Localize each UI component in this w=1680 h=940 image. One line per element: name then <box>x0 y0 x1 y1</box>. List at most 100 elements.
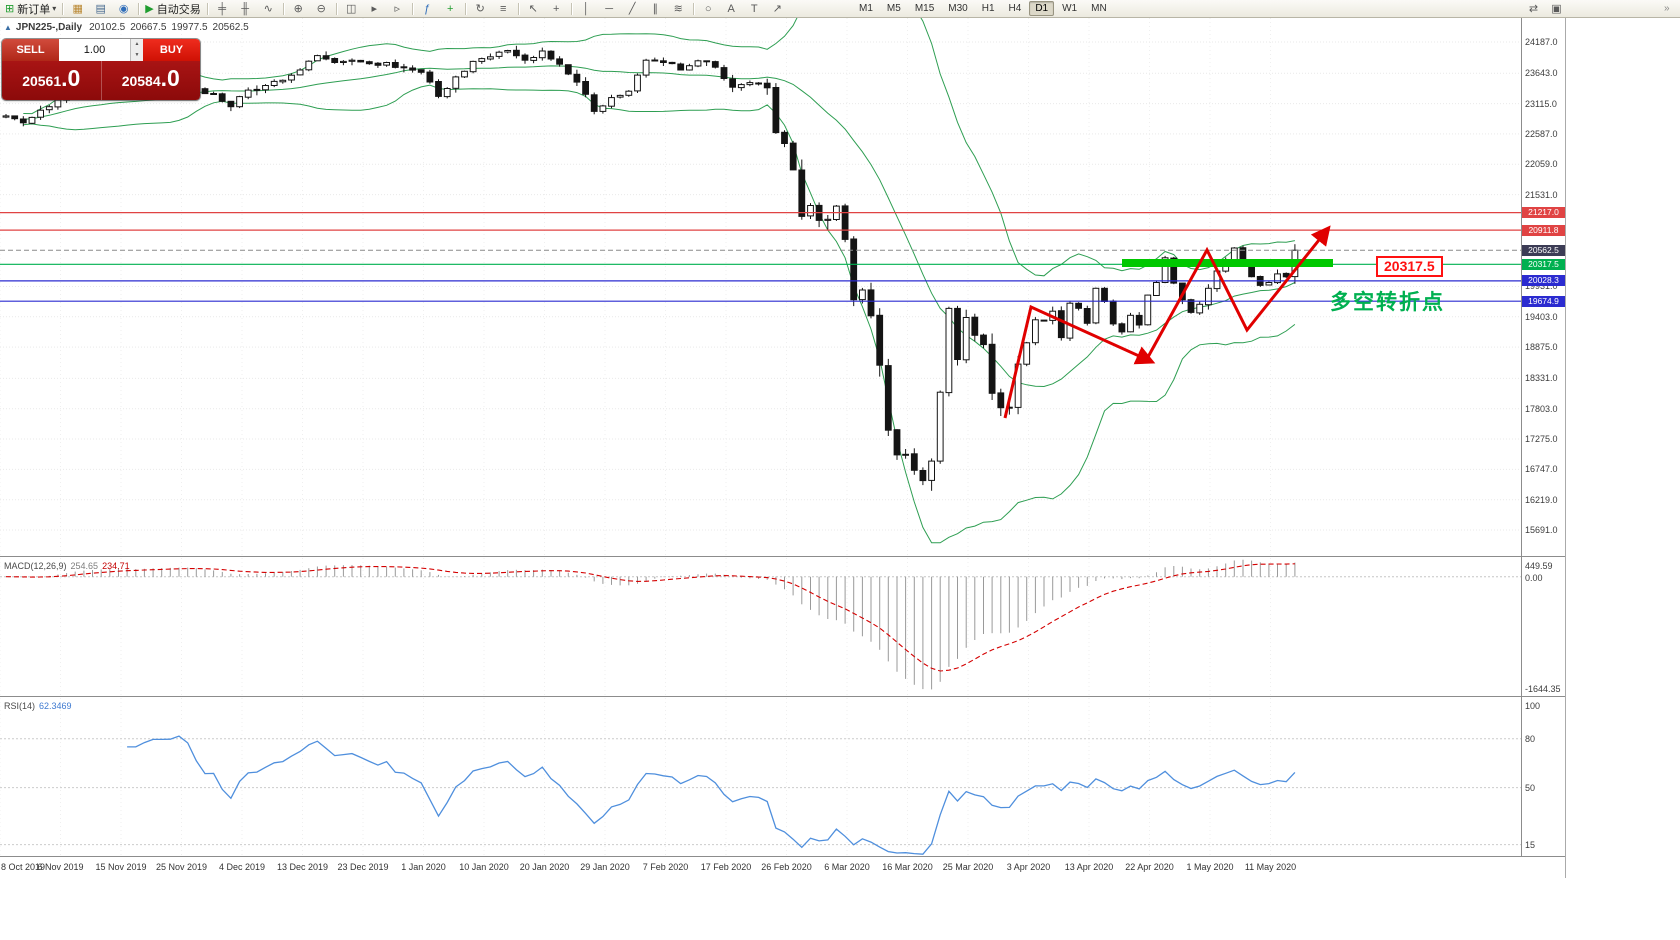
volume-input[interactable]: 1.00 ▲ ▼ <box>59 39 143 61</box>
hline-price-tag[interactable]: 20911.8 <box>1522 224 1565 236</box>
volume-up-button[interactable]: ▲ <box>131 39 143 50</box>
price-tick-label: 22587.0 <box>1525 128 1558 139</box>
price-axis[interactable]: 24187.0 23643.0 23115.0 22587.0 22059.0 21531… <box>1522 18 1566 856</box>
timeframe-mn[interactable]: MN <box>1091 3 1107 14</box>
candles <box>2 45 1299 491</box>
panel-separator <box>0 856 1566 857</box>
zoom-in-icon[interactable]: ⊕ <box>293 3 303 15</box>
date-label: 23 Dec 2019 <box>337 862 389 872</box>
add-indicator-icon[interactable]: + <box>446 2 454 15</box>
price-tick-label: 17275.0 <box>1525 434 1558 445</box>
tile-windows-icon[interactable]: ◫ <box>346 3 357 15</box>
chart-window-icon[interactable]: ▦ <box>72 3 83 15</box>
date-label: 4 Dec 2019 <box>218 862 266 872</box>
bar-chart-icon[interactable]: ╪ <box>218 2 227 15</box>
date-label: 6 Mar 2020 <box>824 862 870 872</box>
text-icon[interactable]: A <box>727 2 735 15</box>
price-chart[interactable] <box>0 18 1521 556</box>
date-label: 10 Jan 2020 <box>459 862 509 872</box>
symbol-label: JPN225-,Daily <box>15 22 83 33</box>
price-tick-label: 18331.0 <box>1525 373 1558 384</box>
timeframe-m1[interactable]: M1 <box>859 3 873 14</box>
toolbar-separator <box>411 2 413 15</box>
bid-price-tag[interactable]: 20562.5 <box>1522 244 1565 256</box>
price-tick-label: 19931.0 <box>1525 281 1558 292</box>
channel-icon[interactable]: ∥ <box>652 3 658 15</box>
timeframe-d1[interactable]: D1 <box>1029 1 1055 16</box>
toolbar-overflow-icon[interactable]: » <box>1664 3 1670 14</box>
rsi-level-label: 80 <box>1525 733 1536 744</box>
rsi-panel[interactable] <box>0 698 1521 856</box>
date-label: 15 Nov 2019 <box>95 862 147 872</box>
line-chart-icon[interactable]: ∿ <box>263 3 273 15</box>
one-click-trading-panel: SELL 1.00 ▲ ▼ BUY 20561.0 20584.0 <box>2 39 200 100</box>
price-axis-divider <box>1521 18 1522 856</box>
panel-separator[interactable] <box>0 556 1566 557</box>
macd-label: MACD(12,26,9) 254.65 234.71 <box>4 561 130 571</box>
hline-price-tag[interactable]: 20317.5 <box>1522 258 1565 270</box>
vertical-line-icon[interactable]: │ <box>582 2 590 15</box>
date-label: 16 Mar 2020 <box>882 862 933 872</box>
date-label: 25 Nov 2019 <box>155 862 208 872</box>
shapes-icon[interactable]: ○ <box>704 2 712 15</box>
fibonacci-icon[interactable]: ≋ <box>673 3 683 15</box>
periods-icon[interactable]: ↻ <box>475 3 485 15</box>
sell-price[interactable]: 20561.0 <box>2 61 101 100</box>
volume-down-button[interactable]: ▼ <box>131 50 143 61</box>
support-zone-bar[interactable] <box>1122 259 1333 267</box>
buy-price[interactable]: 20584.0 <box>100 61 201 100</box>
timeframe-m15[interactable]: M15 <box>914 3 935 14</box>
macd-zero-label: 0.00 <box>1525 572 1543 583</box>
timeframe-m5[interactable]: M5 <box>886 3 901 14</box>
macd-max-label: 449.59 <box>1525 561 1553 571</box>
buy-price-main: 20584 <box>121 73 161 89</box>
hline-price-tag[interactable]: 19674.9 <box>1522 295 1565 307</box>
market-watch-icon[interactable]: ◉ <box>118 3 129 15</box>
window-layout-icon[interactable]: ▣ <box>1551 3 1562 15</box>
price-tick-label: 19403.0 <box>1525 311 1558 322</box>
hline-price-tag[interactable]: 21217.0 <box>1522 207 1565 219</box>
chart-list-icon[interactable]: ⇄ <box>1528 3 1539 15</box>
crosshair-icon[interactable]: + <box>552 2 560 15</box>
arrow-tool-icon[interactable]: ↗ <box>772 3 782 15</box>
open-value: 20102.5 <box>89 22 126 33</box>
date-label: 11 May 2020 <box>1244 862 1297 872</box>
auto-scroll-icon[interactable]: ▸ <box>371 3 377 15</box>
time-axis[interactable]: 8 Oct 2019 6 Nov 2019 15 Nov 2019 25 Nov 20… <box>0 857 1566 878</box>
auto-trading-icon: ▶ <box>145 3 154 15</box>
timeframe-m30[interactable]: M30 <box>948 3 968 14</box>
new-order-button-label: 新订单 <box>17 3 51 16</box>
label-icon[interactable]: T <box>750 2 758 15</box>
timeframe-w1[interactable]: W1 <box>1062 3 1078 14</box>
candlestick-chart-icon[interactable]: ╫ <box>241 2 250 15</box>
timeframe-h1[interactable]: H1 <box>981 3 995 14</box>
toolbar-right-group: ⇄ ▣ <box>1522 0 1568 17</box>
hline-price-tag[interactable]: 20028.3 <box>1522 275 1565 287</box>
price-tick-label: 16747.0 <box>1525 464 1558 475</box>
templates-icon[interactable]: ≡ <box>499 2 507 15</box>
main-toolbar: ⊞ 新订单 ▾ ▦ ▤ ◉ ▶ 自动交易 ╪ ╫ ∿ ⊕ ⊖ ◫ ▸ ▹ ƒ + ↻ ≡ ↖ + │ ─ ╱ ∥ ≋ ○ A T ↗ M1 M… <box>0 0 1680 18</box>
date-label: 25 Mar 2020 <box>942 862 994 872</box>
chart-window: ▲ JPN225-,Daily 20102.5 20667.5 19977.5 … <box>0 18 1566 878</box>
close-value: 20562.5 <box>212 22 249 33</box>
zoom-out-icon[interactable]: ⊖ <box>316 3 326 15</box>
profiles-icon[interactable]: ▤ <box>95 3 106 15</box>
chart-shift-icon[interactable]: ▹ <box>394 3 400 15</box>
trendline-icon[interactable]: ╱ <box>628 3 636 15</box>
sell-button[interactable]: SELL <box>2 39 59 61</box>
indicators-icon[interactable]: ƒ <box>424 2 431 15</box>
cursor-icon[interactable]: ↖ <box>528 3 538 15</box>
rsi-line <box>127 735 1296 855</box>
timeframe-h4[interactable]: H4 <box>1008 3 1022 14</box>
auto-trading-button[interactable]: ▶ 自动交易 <box>143 1 202 16</box>
macd-panel[interactable] <box>0 558 1521 695</box>
buy-button[interactable]: BUY <box>143 39 200 61</box>
panel-separator[interactable] <box>0 696 1566 697</box>
price-tick-label: 24187.0 <box>1525 37 1558 47</box>
date-label: 26 Feb 2020 <box>761 862 812 872</box>
new-order-button[interactable]: ⊞ 新订单 ▾ <box>3 1 58 16</box>
macd-grid <box>0 558 1521 695</box>
price-tick-label: 16219.0 <box>1525 494 1558 505</box>
horizontal-line-icon[interactable]: ─ <box>605 2 614 15</box>
